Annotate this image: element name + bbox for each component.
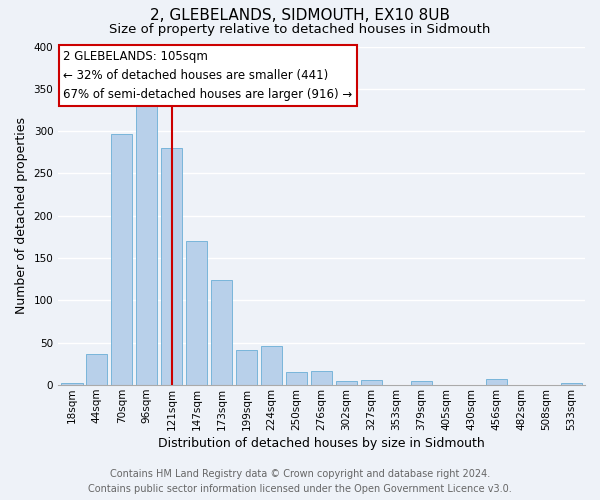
Bar xyxy=(86,354,107,385)
Bar xyxy=(111,134,133,385)
Bar xyxy=(311,371,332,385)
Bar xyxy=(136,106,157,385)
Bar xyxy=(361,380,382,385)
Bar xyxy=(261,346,282,385)
Bar xyxy=(161,148,182,385)
Bar xyxy=(336,381,357,385)
Bar xyxy=(61,382,83,385)
Text: 2, GLEBELANDS, SIDMOUTH, EX10 8UB: 2, GLEBELANDS, SIDMOUTH, EX10 8UB xyxy=(150,8,450,22)
X-axis label: Distribution of detached houses by size in Sidmouth: Distribution of detached houses by size … xyxy=(158,437,485,450)
Bar xyxy=(286,372,307,385)
Bar xyxy=(186,241,208,385)
Bar xyxy=(411,381,432,385)
Bar xyxy=(211,280,232,385)
Bar xyxy=(236,350,257,385)
Text: Contains HM Land Registry data © Crown copyright and database right 2024.
Contai: Contains HM Land Registry data © Crown c… xyxy=(88,468,512,493)
Y-axis label: Number of detached properties: Number of detached properties xyxy=(15,118,28,314)
Text: 2 GLEBELANDS: 105sqm
← 32% of detached houses are smaller (441)
67% of semi-deta: 2 GLEBELANDS: 105sqm ← 32% of detached h… xyxy=(64,50,353,101)
Bar xyxy=(560,384,582,385)
Text: Size of property relative to detached houses in Sidmouth: Size of property relative to detached ho… xyxy=(109,22,491,36)
Bar xyxy=(486,379,507,385)
